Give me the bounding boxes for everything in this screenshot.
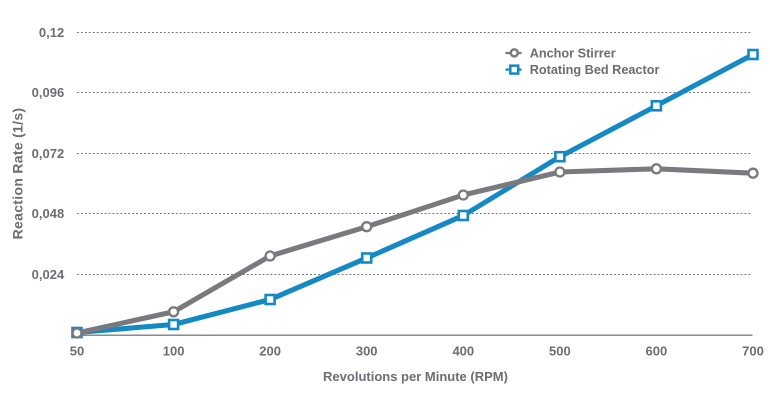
svg-text:Rotating Bed Reactor: Rotating Bed Reactor xyxy=(530,63,660,77)
svg-text:200: 200 xyxy=(259,344,281,359)
svg-text:0,024: 0,024 xyxy=(32,267,65,282)
svg-text:700: 700 xyxy=(742,344,764,359)
svg-text:300: 300 xyxy=(356,344,378,359)
svg-text:50: 50 xyxy=(70,344,84,359)
svg-text:Revolutions per Minute (RPM): Revolutions per Minute (RPM) xyxy=(323,369,508,384)
svg-text:400: 400 xyxy=(452,344,474,359)
svg-text:Anchor Stirrer: Anchor Stirrer xyxy=(530,47,616,61)
svg-text:0,072: 0,072 xyxy=(32,146,65,161)
svg-text:600: 600 xyxy=(646,344,668,359)
svg-text:0,048: 0,048 xyxy=(32,206,65,221)
svg-text:0,096: 0,096 xyxy=(32,85,65,100)
svg-text:0,12: 0,12 xyxy=(39,25,64,40)
svg-text:100: 100 xyxy=(163,344,185,359)
svg-text:Reaction Rate (1/s): Reaction Rate (1/s) xyxy=(10,108,26,240)
svg-text:500: 500 xyxy=(549,344,571,359)
